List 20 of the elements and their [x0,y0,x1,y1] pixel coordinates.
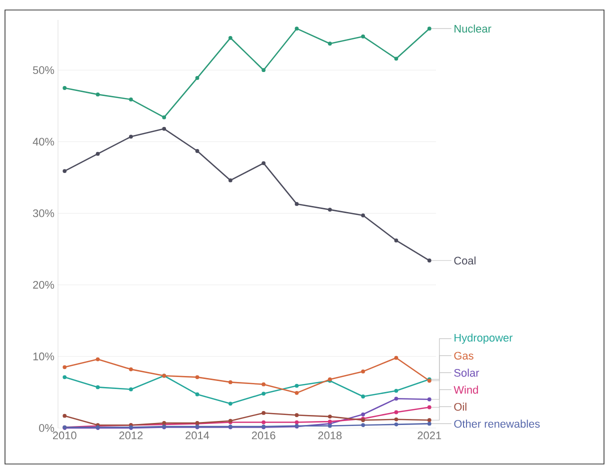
y-tick-label: 20% [33,280,54,289]
text: Other renewables [454,420,540,428]
text: Oil [454,402,466,411]
x-tick-label: 2021 [418,432,442,440]
x-tick-label: 2010 [52,432,76,440]
text: Wind [454,386,478,394]
text: Coal [454,256,476,265]
text: Gas [454,352,474,360]
text: Hydropower [454,334,513,344]
y-tick-label: 10% [33,352,54,360]
y-tick-label: 50% [32,66,54,74]
y-tick-label: 0% [39,424,54,432]
x-tick-label: 2016 [252,432,276,440]
text: Solar [454,368,480,377]
x-tick-label: 2018 [318,432,342,440]
y-tick-label: 40% [32,138,54,146]
x-tick-label: 2014 [186,432,210,440]
y-tick-label: 30% [32,209,54,218]
text: Nuclear [454,24,492,33]
x-tick-label: 2012 [119,432,143,440]
